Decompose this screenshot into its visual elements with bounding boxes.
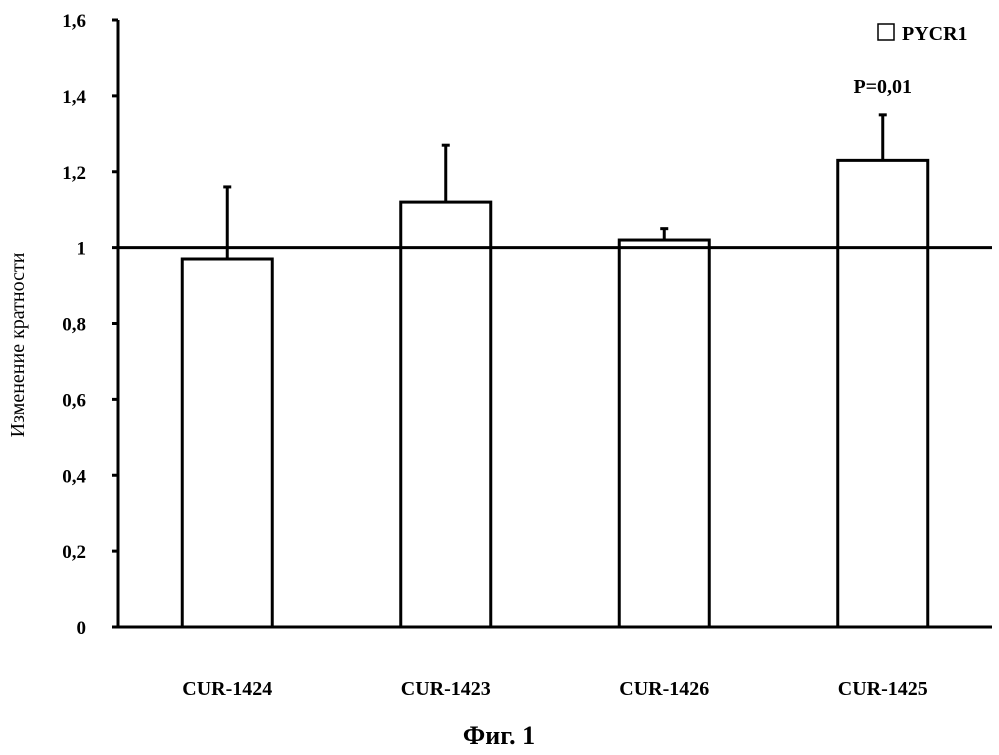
x-tick-label: CUR-1425 xyxy=(838,678,928,700)
y-ticks: 0 0,2 0,4 0,6 0,8 1 1,2 1,4 1,6 xyxy=(62,11,118,639)
y-tick-label: 1 xyxy=(77,239,87,260)
bar xyxy=(838,160,928,627)
legend: PYCR1 xyxy=(878,23,968,45)
annotations: P=0,01 xyxy=(853,76,912,98)
bar xyxy=(401,202,491,627)
x-tick-label: CUR-1424 xyxy=(182,678,272,700)
y-tick-label: 1,6 xyxy=(62,11,86,32)
p-value-annotation: P=0,01 xyxy=(853,76,912,98)
y-tick-label: 0,2 xyxy=(62,542,86,563)
y-tick-label: 0,4 xyxy=(62,466,86,487)
bar xyxy=(182,259,272,627)
y-axis-label: Изменение кратности xyxy=(7,252,29,437)
figure-caption: Фиг. 1 xyxy=(463,721,535,750)
y-tick-label: 1,2 xyxy=(62,163,86,184)
bars xyxy=(182,160,928,627)
x-labels: CUR-1424 CUR-1423 CUR-1426 CUR-1425 xyxy=(182,678,928,700)
y-tick-label: 0,6 xyxy=(62,390,86,411)
bar xyxy=(619,240,709,627)
x-tick-label: CUR-1423 xyxy=(401,678,491,700)
y-tick-label: 0 xyxy=(77,618,87,639)
legend-label: PYCR1 xyxy=(902,23,968,45)
y-tick-label: 1,4 xyxy=(62,87,86,108)
y-tick-label: 0,8 xyxy=(62,315,86,336)
legend-marker xyxy=(878,24,894,40)
error-bars xyxy=(223,115,887,259)
x-tick-label: CUR-1426 xyxy=(619,678,709,700)
